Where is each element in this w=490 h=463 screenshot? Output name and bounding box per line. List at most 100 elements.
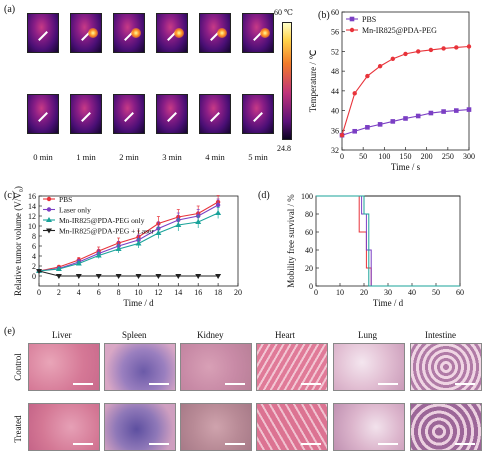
series-line (38, 212, 219, 272)
histology-image-spleen-treated (104, 403, 176, 451)
y-tick-label: 8 (32, 232, 36, 241)
scale-bar (301, 443, 321, 445)
series-line (38, 270, 219, 277)
x-axis-label: Time / d (123, 298, 154, 308)
data-point (135, 240, 142, 246)
x-tick-label: 8 (117, 288, 121, 297)
thermal-image (70, 94, 102, 134)
histology-image-spleen-control (104, 343, 176, 391)
y-tick-label: 20 (305, 264, 313, 273)
legend-entry: Laser only (59, 206, 91, 215)
x-tick-label: 18 (214, 288, 222, 297)
x-tick-label: 300 (463, 152, 475, 161)
data-point (215, 210, 222, 215)
thermal-image (27, 13, 59, 53)
data-point (215, 274, 222, 279)
scale-bar (149, 383, 169, 385)
thermal-image (113, 13, 145, 53)
y-tick-label: 2 (32, 262, 36, 271)
organ-label: Intestine (425, 330, 456, 340)
time-label: 2 min (119, 152, 139, 162)
time-label: 1 min (76, 152, 96, 162)
data-point (55, 274, 62, 279)
y-tick-label: 16 (28, 192, 36, 201)
data-point (339, 133, 345, 138)
y-tick-label: 6 (32, 242, 36, 251)
data-point (95, 252, 102, 258)
series-line (316, 195, 460, 287)
legend-entry: Mn-IR825@PDA-PEG + Laser (59, 227, 154, 236)
row-label-treated: Treated (13, 415, 23, 443)
plot-frame (315, 195, 461, 287)
histology-image-liver-treated (28, 403, 100, 451)
data-point (175, 274, 182, 279)
y-tick-label: 14 (28, 202, 36, 211)
colorbar-min-label: 24.8 (277, 144, 291, 153)
data-point (377, 122, 383, 127)
y-tick-label: 60 (305, 228, 313, 237)
data-point (349, 16, 355, 22)
series-line (38, 204, 219, 272)
series-line (341, 45, 470, 136)
data-point (352, 91, 357, 96)
y-axis-label: Mobility free survival / % (286, 194, 296, 288)
y-tick-label: 0 (309, 282, 313, 291)
data-point (352, 128, 357, 134)
data-point (115, 274, 122, 279)
panel-label-d: (d) (258, 190, 270, 201)
legend-entry: Mn-IR825@PDA-PEG (362, 26, 437, 35)
data-point (349, 27, 355, 33)
panel-label-b: (b) (318, 10, 330, 21)
x-tick-label: 150 (400, 152, 412, 161)
x-tick-label: 30 (384, 288, 392, 297)
organ-label: Kidney (197, 330, 224, 340)
x-axis-label: Time / d (373, 298, 404, 308)
data-point (416, 49, 421, 54)
thermal-image (27, 94, 59, 134)
histology-image-kidney-treated (180, 403, 252, 451)
histology-image-lung-treated (333, 403, 405, 451)
data-point (454, 108, 459, 113)
thermal-image (156, 94, 188, 134)
x-tick-label: 12 (154, 288, 162, 297)
data-point (377, 64, 383, 69)
y-tick-label: 12 (28, 212, 36, 221)
y-tick-label: 40 (305, 246, 313, 255)
data-point (195, 274, 202, 279)
scale-bar (455, 383, 475, 385)
series-line (341, 109, 470, 136)
x-tick-label: 20 (360, 288, 368, 297)
data-point (466, 107, 472, 112)
x-tick-label: 250 (442, 152, 454, 161)
data-point (365, 125, 370, 130)
x-tick-label: 40 (408, 288, 416, 297)
x-tick-label: 0 (37, 288, 41, 297)
data-point (365, 73, 370, 79)
chart-b-temperature: 0 50 100 150 200 250 300 32 36 40 44 48 52 56 60 Time /… (308, 8, 475, 172)
y-tick-label: 36 (331, 126, 339, 135)
series-line (316, 195, 460, 287)
data-point (46, 196, 52, 202)
row-label-control: Control (13, 353, 23, 381)
y-tick-label: 48 (331, 67, 339, 76)
x-tick-label: 14 (174, 288, 182, 297)
time-label: 5 min (248, 152, 268, 162)
scale-bar (149, 443, 169, 445)
histology-image-lung-control (333, 343, 405, 391)
y-tick-label: 0 (32, 272, 36, 281)
thermal-image (242, 13, 274, 53)
data-point (95, 274, 102, 279)
legend-entry: Mn-IR825@PDA-PEG only (59, 216, 145, 225)
scale-bar (73, 443, 93, 445)
x-tick-label: 50 (359, 152, 367, 161)
legend-entry: PBS (59, 195, 72, 204)
data-point (36, 269, 42, 274)
x-tick-label: 4 (77, 288, 81, 297)
data-point (441, 109, 446, 114)
organ-label: Heart (275, 330, 295, 340)
data-point (75, 260, 82, 266)
scale-bar (455, 443, 475, 445)
thermal-image (156, 13, 188, 53)
organ-label: Spleen (122, 330, 147, 340)
